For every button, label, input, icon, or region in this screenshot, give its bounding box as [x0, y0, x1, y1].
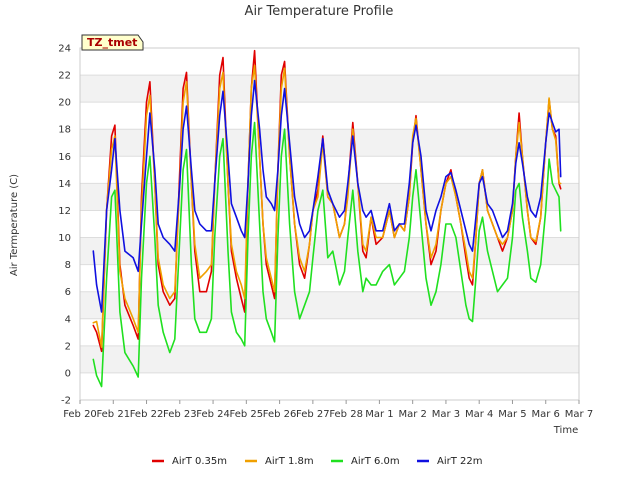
y-tick-label: 18 — [58, 125, 71, 136]
x-tick-label: Mar 6 — [532, 409, 560, 420]
grid-band — [80, 264, 579, 292]
y-tick-label: 20 — [58, 98, 71, 109]
x-tick-label: Feb 24 — [196, 409, 230, 420]
grid-band — [80, 237, 579, 265]
series-line-2 — [92, 121, 562, 388]
legend-label: AirT 0.35m — [172, 456, 227, 467]
x-tick-label: Mar 5 — [498, 409, 526, 420]
legend-label: AirT 1.8m — [265, 456, 314, 467]
y-tick-label: 10 — [58, 233, 71, 244]
y-tick-label: 6 — [65, 287, 71, 298]
y-tick-label: -2 — [61, 396, 71, 407]
x-tick-label: Feb 23 — [163, 409, 197, 420]
y-tick-label: 0 — [65, 368, 71, 379]
grid-band — [80, 156, 579, 184]
x-tick-label: Feb 28 — [329, 409, 363, 420]
series-line-3 — [92, 79, 562, 313]
grid-band — [80, 372, 579, 400]
plot-frame — [79, 47, 580, 401]
grid-band — [80, 291, 579, 319]
x-tick-label: Feb 20 — [63, 409, 97, 420]
series-lines — [92, 49, 562, 388]
grid-band — [80, 129, 579, 157]
x-tick-label: Mar 3 — [432, 409, 460, 420]
plot-background — [80, 48, 579, 400]
x-tick-label: Mar 1 — [365, 409, 393, 420]
x-tick-label: Mar 4 — [465, 409, 493, 420]
y-tick-label: 24 — [58, 44, 71, 55]
grid-band — [80, 345, 579, 373]
x-tick-label: Mar 7 — [565, 409, 593, 420]
y-tick-label: 8 — [65, 260, 71, 271]
x-tick-label: Feb 22 — [130, 409, 164, 420]
grid-band — [80, 318, 579, 346]
grid-band — [80, 48, 579, 76]
y-axis-title: Air Termperature (C) — [9, 174, 20, 276]
y-tick-label: 22 — [58, 71, 71, 82]
x-axis-title: Time — [553, 425, 578, 436]
chart-title: Air Temperature Profile — [245, 4, 394, 19]
station-badge-label: TZ_tmet — [87, 36, 137, 49]
x-tick-label: Feb 21 — [96, 409, 130, 420]
x-tick-label: Feb 26 — [263, 409, 297, 420]
legend-label: AirT 6.0m — [351, 456, 400, 467]
station-badge-box — [81, 34, 144, 51]
x-axis-ticks: Feb 20 Feb 21 Feb 22 Feb 23 Feb 24 Feb 25 Feb … — [63, 400, 593, 420]
y-tick-label: 4 — [65, 314, 71, 325]
legend: AirT 0.35m AirT 1.8m AirT 6.0m AirT 22m — [152, 456, 482, 467]
legend-label: AirT 22m — [437, 456, 482, 467]
y-tick-label: 12 — [58, 206, 71, 217]
grid-band — [80, 75, 579, 103]
x-tick-label: Mar 2 — [398, 409, 426, 420]
x-tick-label: Feb 27 — [296, 409, 330, 420]
x-tick-label: Feb 25 — [230, 409, 264, 420]
grid-band — [80, 102, 579, 130]
station-badge: TZ_tmet — [81, 34, 144, 51]
y-tick-label: 2 — [65, 341, 71, 352]
y-tick-label: 16 — [58, 152, 71, 163]
y-tick-label: 14 — [58, 179, 71, 190]
